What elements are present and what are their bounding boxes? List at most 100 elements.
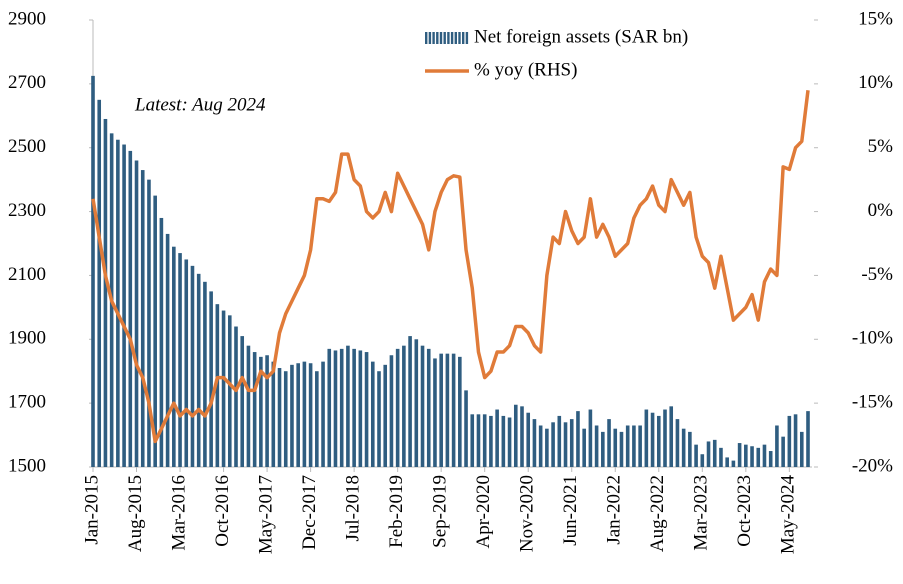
bar [283,371,288,467]
bar [445,353,450,467]
bar [744,444,748,467]
legend-swatch [439,32,443,44]
bar [116,139,120,467]
bar [196,273,201,467]
bar [315,371,319,467]
y-tick-label: 2100 [8,264,46,285]
y-tick-label: 1900 [8,328,46,349]
x-tick-label: Dec-2017 [299,475,320,550]
bar [681,428,686,467]
y-tick-label: 2700 [8,72,46,93]
bar [178,253,182,467]
bar [607,419,611,467]
y-tick-label: 2900 [8,8,46,29]
bar [775,425,779,467]
y2-tick-label: 0% [868,200,894,221]
bar [203,281,207,467]
legend-label: % yoy (RHS) [474,59,577,80]
y2-tick-label: -20% [852,455,893,476]
bar [271,361,276,467]
bar [750,446,754,467]
bar [215,304,220,467]
bar [557,415,562,467]
bar [563,422,568,467]
bar [433,358,437,467]
bar [252,352,257,467]
x-tick-label: Jun-2021 [560,475,581,546]
bar [688,431,692,467]
bar [370,361,375,467]
bar [134,160,139,467]
bar [501,415,506,467]
bar [91,75,95,467]
bar [495,409,499,467]
y-tick-label: 2300 [8,200,46,221]
legend-swatch [428,32,432,44]
y2-tick-label: 5% [868,136,894,157]
bar [227,315,232,467]
bar [333,350,338,467]
bar [638,425,642,467]
y-tick-label: 2500 [8,136,46,157]
x-tick-label: May-2024 [778,475,799,555]
legend-swatch [465,32,469,44]
legend-swatch [454,32,457,44]
bar [389,355,394,467]
bar [308,363,313,467]
x-tick-label: Mar-2016 [168,475,189,551]
bar [383,364,388,467]
bar [719,447,723,467]
x-tick-label: Sep-2019 [430,475,451,548]
bar [327,348,332,467]
y-tick-label: 1700 [8,392,46,413]
bar [669,406,674,467]
bar [601,431,605,467]
bar [122,144,126,467]
bar [302,361,307,467]
bar [513,404,518,467]
y2-tick-label: 15% [858,8,893,29]
x-tick-label: Oct-2023 [734,475,755,547]
bar [470,414,475,467]
bar [582,428,586,467]
bar [650,412,655,467]
bar [240,336,245,467]
bar [184,259,189,467]
bar [632,425,636,467]
bar [694,444,698,467]
legend-label: Net foreign assets (SAR bn) [474,26,688,47]
bar [520,406,524,467]
bar [234,326,238,467]
legend-swatch [436,32,439,44]
x-tick-label: Aug-2022 [647,475,668,552]
bar [209,291,213,467]
bar [464,390,468,467]
bar [526,412,531,467]
bar [458,356,462,467]
bar [656,415,661,467]
bar [768,451,773,467]
bar [339,348,344,467]
x-tick-label: Nov-2020 [517,475,538,552]
bar [569,419,574,467]
bar [221,310,226,467]
bar [358,350,363,467]
x-tick-label: May-2017 [255,475,276,554]
bar [806,411,810,467]
annotation: Latest: Aug 2024 [134,94,266,115]
bar [737,443,742,467]
bar [489,415,493,467]
legend-swatch [447,32,450,44]
x-tick-label: Oct-2016 [212,475,233,547]
y2-tick-label: 10% [858,72,893,93]
bar [482,414,487,467]
bar [799,431,804,467]
legend-swatch [450,32,454,44]
bar [725,457,729,467]
legend-swatch [425,32,428,44]
bar [346,345,350,467]
x-tick-label: Feb-2019 [386,475,407,548]
bar [594,425,599,467]
bar [576,411,580,467]
